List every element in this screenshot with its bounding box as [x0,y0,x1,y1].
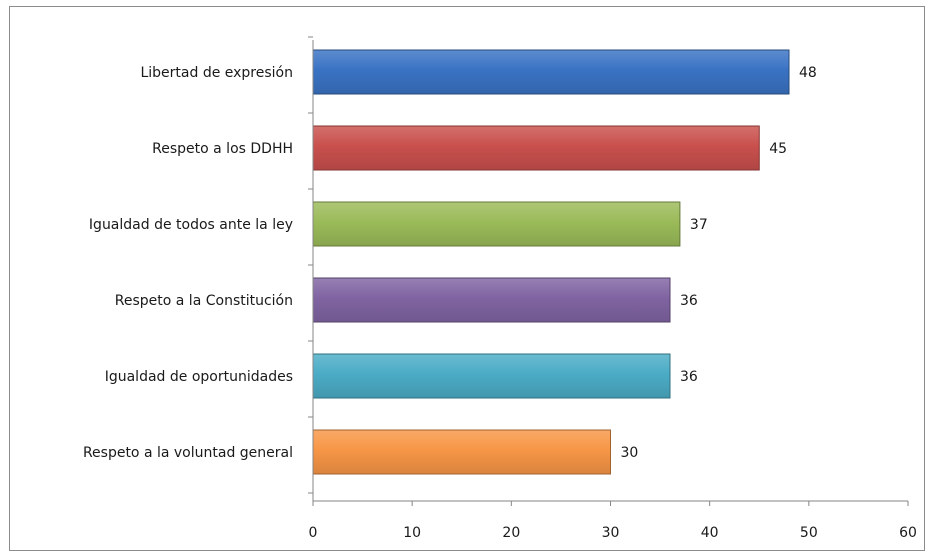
x-tick-label: 60 [899,525,917,541]
value-label: 36 [680,369,698,385]
category-label: Libertad de expresión [140,65,293,81]
x-tick-label: 10 [403,525,421,541]
bar-3 [312,201,681,247]
value-label: 48 [799,65,817,81]
x-tick-label: 40 [701,525,719,541]
x-tick-label: 30 [602,525,620,541]
x-tick-label: 20 [502,525,520,541]
bar-1 [312,49,790,95]
bar-6 [312,429,611,475]
category-label: Respeto a la voluntad general [83,445,293,461]
category-label: Respeto a los DDHH [152,141,293,157]
category-label: Igualdad de oportunidades [105,369,293,385]
bar-5 [312,353,671,399]
value-label: 37 [690,217,708,233]
x-tick-label: 50 [800,525,818,541]
bar-2 [312,125,760,171]
value-label: 45 [769,141,787,157]
category-label: Igualdad de todos ante la ley [89,217,293,233]
category-label: Respeto a la Constitución [115,293,293,309]
value-label: 36 [680,293,698,309]
bar-4 [312,277,671,323]
value-label: 30 [621,445,639,461]
x-tick-label: 0 [309,525,318,541]
